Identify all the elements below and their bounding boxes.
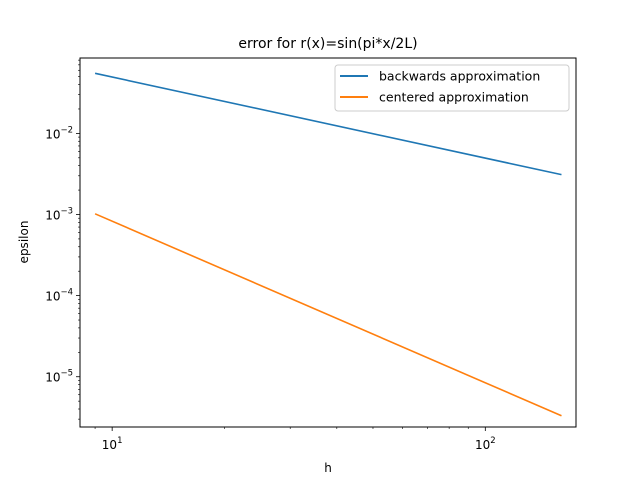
y-axis-label: epsilon — [17, 221, 31, 264]
plot-area — [80, 58, 576, 427]
legend: backwards approximation centered approxi… — [334, 64, 570, 112]
plot-frame — [79, 57, 577, 428]
series-line-0 — [94, 72, 562, 176]
legend-label-backwards: backwards approximation — [379, 69, 540, 84]
legend-label-centered: centered approximation — [379, 90, 529, 105]
legend-box — [334, 64, 570, 112]
minor-ticks — [78, 59, 469, 429]
chart-title: error for r(x)=sin(pi*x/2L) — [238, 36, 417, 52]
series-line-1 — [94, 213, 562, 417]
series-layer — [94, 72, 562, 417]
x-axis-label: h — [324, 461, 332, 475]
